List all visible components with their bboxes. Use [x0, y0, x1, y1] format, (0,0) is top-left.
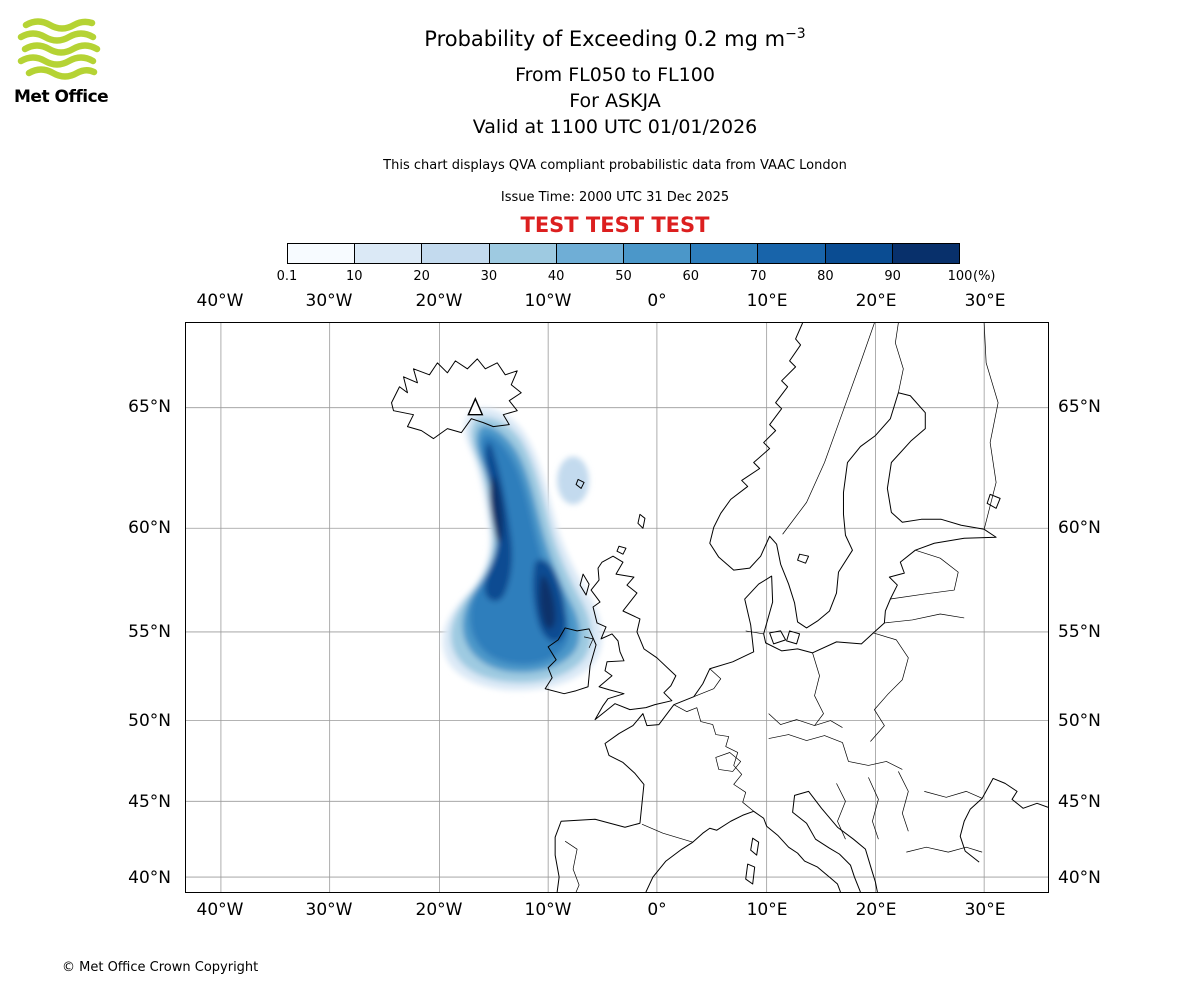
lon-label: 0°	[647, 900, 667, 920]
lon-label: 20°W	[415, 900, 463, 920]
lat-label: 45°N	[1058, 792, 1101, 812]
lat-label: 55°N	[1058, 622, 1101, 642]
lat-label: 50°N	[1058, 711, 1101, 731]
island-sardinia	[745, 863, 756, 885]
lake-vanern	[797, 553, 810, 564]
map-canvas	[186, 323, 1048, 892]
plume-core-lower	[539, 575, 556, 629]
colorbar-unit-label: (%)	[973, 269, 996, 284]
graticule	[186, 323, 1048, 892]
lat-label: 45°N	[128, 792, 171, 812]
lon-labels-top: 40°W 30°W 20°W 10°W 0° 10°E 20°E 30°E	[185, 290, 1049, 314]
lat-label: 65°N	[128, 397, 171, 417]
island-faroe	[575, 478, 585, 489]
colorbar-segment	[892, 244, 960, 263]
colorbar-segment	[422, 244, 490, 263]
met-office-logo: Met Office	[14, 18, 124, 107]
lon-label: 10°W	[524, 291, 572, 311]
lon-label: 30°E	[964, 900, 1006, 920]
volcano-name-line: For ASKJA	[569, 90, 661, 112]
colorbar-tick-label: 40	[547, 269, 565, 284]
volcano-marker-icon	[467, 396, 484, 416]
island-corsica	[750, 837, 760, 856]
coast-black-sea	[959, 777, 1048, 863]
lat-label: 40°N	[128, 868, 171, 888]
lat-label: 50°N	[128, 711, 171, 731]
colorbar-segment	[288, 244, 356, 263]
map-area	[185, 322, 1049, 893]
lon-label: 30°W	[305, 900, 353, 920]
lat-labels-left: 65°N 60°N 55°N 50°N 45°N 40°N	[0, 322, 178, 893]
lon-label: 30°W	[305, 291, 353, 311]
lon-label: 40°W	[196, 291, 244, 311]
ash-probability-plume	[442, 407, 603, 691]
lat-label: 60°N	[128, 518, 171, 538]
colorbar-tick-label: 20	[413, 269, 430, 284]
valid-time-line: Valid at 1100 UTC 01/01/2026	[472, 116, 758, 138]
lat-label: 40°N	[1058, 868, 1101, 888]
colorbar-tick-label: 0.1	[276, 269, 298, 284]
lon-label: 10°W	[524, 900, 572, 920]
colorbar-tick-label: 10	[346, 269, 363, 284]
colorbar-tick-label: 50	[615, 269, 632, 284]
test-banner: TEST TEST TEST	[520, 213, 710, 237]
coast-continental-europe	[554, 323, 997, 892]
lon-label: 20°W	[415, 291, 463, 311]
colorbar-segment	[489, 244, 557, 263]
chart-title: Probability of Exceeding 0.2 mg m−3	[30, 26, 1200, 51]
lon-label: 40°W	[196, 900, 244, 920]
flight-level-range: From FL050 to FL100	[515, 64, 715, 86]
coast-mediterranean-west	[645, 810, 841, 892]
lat-label: 60°N	[1058, 518, 1101, 538]
coast-great-britain	[590, 555, 677, 721]
colorbar-segment	[691, 244, 759, 263]
colorbar-segment	[624, 244, 692, 263]
met-office-waves-icon	[17, 18, 101, 80]
colorbar-segments	[287, 243, 960, 264]
coast-adriatic	[792, 790, 878, 892]
colorbar-segment	[556, 244, 625, 263]
lon-label: 10°E	[746, 291, 788, 311]
met-office-logo-text: Met Office	[14, 87, 109, 107]
island-shetland	[637, 513, 646, 529]
lat-label: 55°N	[128, 622, 171, 642]
colorbar-tick-label: 90	[884, 269, 901, 284]
lon-label: 10°E	[746, 900, 788, 920]
chart-title-exponent: −3	[785, 26, 806, 42]
lon-label: 30°E	[964, 291, 1006, 311]
coast-denmark-islands	[769, 630, 801, 645]
island-hebrides	[579, 573, 590, 596]
lat-label: 65°N	[1058, 397, 1101, 417]
plume-patch-east	[557, 456, 590, 505]
colorbar-ticks: 0.1 10 20 30 40 50 60 70 80 90 100	[277, 269, 987, 285]
colorbar-segment	[355, 244, 423, 263]
colorbar-segment	[758, 244, 826, 263]
lon-label: 0°	[647, 291, 667, 311]
colorbar-tick-label: 60	[682, 269, 700, 284]
coast-iceland	[391, 358, 522, 440]
lon-labels-bottom: 40°W 30°W 20°W 10°W 0° 10°E 20°E 30°E	[185, 899, 1049, 923]
colorbar-tick-label: 80	[817, 269, 834, 284]
coast-ireland	[544, 627, 597, 695]
plume-core-upper	[489, 476, 504, 543]
lon-label: 20°E	[855, 900, 897, 920]
lon-label: 20°E	[855, 291, 897, 311]
lake-ladoga	[986, 493, 1001, 509]
lat-labels-right: 65°N 60°N 55°N 50°N 45°N 40°N	[1049, 322, 1200, 893]
qva-note: This chart displays QVA compliant probab…	[383, 158, 847, 173]
chart-title-main: Probability of Exceeding 0.2 mg m	[424, 27, 786, 51]
colorbar-tick-label: 100	[947, 269, 973, 284]
colorbar-tick-label: 70	[749, 269, 767, 284]
issue-time: Issue Time: 2000 UTC 31 Dec 2025	[500, 190, 730, 205]
copyright-notice: © Met Office Crown Copyright	[62, 960, 259, 975]
colorbar-tick-label: 30	[480, 269, 498, 284]
colorbar-segment	[825, 244, 893, 263]
country-borders	[564, 323, 999, 892]
island-orkney	[616, 545, 627, 555]
